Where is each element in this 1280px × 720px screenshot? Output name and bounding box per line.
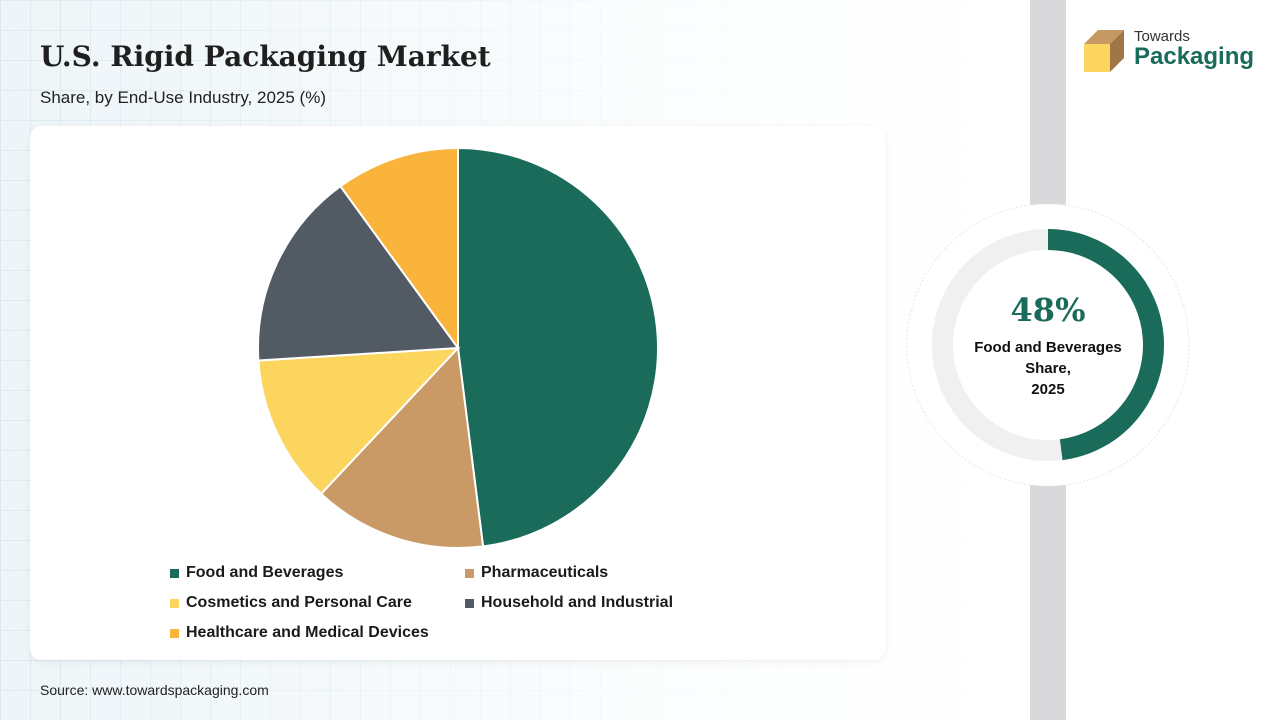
legend-item-healthcare-and-medical-devices: Healthcare and Medical Devices [170, 624, 465, 642]
pie-slice-cosmetics-and-personal-care [257, 346, 461, 496]
highlight-label-line3: 2025 [1031, 380, 1065, 398]
legend-swatch [465, 598, 474, 608]
legend-swatch [170, 628, 179, 638]
chart-title: U.S. Rigid Packaging Market [40, 40, 491, 73]
highlight-label-line2: Share, [1025, 359, 1071, 377]
pie-slice-healthcare-and-medical-devices [339, 146, 459, 352]
pie-slice-pharmaceuticals [319, 345, 485, 549]
highlight-percent: 48% [1010, 290, 1086, 329]
legend-label: Household and Industrial [481, 594, 674, 611]
highlight-donut: 48% Food and Beverages Share, 2025 [905, 202, 1191, 488]
legend-item-food-and-beverages: Food and Beverages [170, 564, 465, 582]
source-note: Source: www.towardspackaging.com [40, 682, 269, 698]
pie-slice-household-and-industrial [257, 184, 460, 362]
legend-swatch [170, 598, 179, 608]
chart-subtitle: Share, by End-Use Industry, 2025 (%) [40, 88, 326, 107]
legend-item-household-and-industrial: Household and Industrial [465, 594, 730, 612]
logo-text-towards: Towards [1134, 28, 1190, 45]
donut-value-arc [1047, 229, 1164, 461]
pie-slice-food-and-beverages [457, 146, 659, 548]
box-icon [1084, 30, 1124, 72]
brand-logo: Towards Packaging [1082, 28, 1262, 78]
highlight-label-line1: Food and Beverages [974, 338, 1122, 356]
legend-item-pharmaceuticals: Pharmaceuticals [465, 564, 730, 582]
legend-label: Pharmaceuticals [481, 564, 609, 581]
legend-label: Cosmetics and Personal Care [186, 594, 412, 611]
chart-legend: Food and Beverages Pharmaceuticals Cosmeti… [170, 564, 730, 642]
legend-swatch [170, 568, 179, 578]
donut-center: 48% Food and Beverages Share, 2025 [905, 202, 1191, 488]
legend-swatch [465, 568, 474, 578]
highlight-label: Food and Beverages Share, 2025 [974, 337, 1122, 400]
donut-chart [906, 203, 1190, 487]
legend-label: Food and Beverages [186, 564, 344, 581]
legend-item-cosmetics-and-personal-care: Cosmetics and Personal Care [170, 594, 465, 612]
pie-chart [257, 146, 659, 549]
legend-label: Healthcare and Medical Devices [186, 624, 429, 641]
chart-card: Food and Beverages Pharmaceuticals Cosmeti… [30, 126, 885, 660]
logo-text-packaging: Packaging [1134, 43, 1255, 70]
